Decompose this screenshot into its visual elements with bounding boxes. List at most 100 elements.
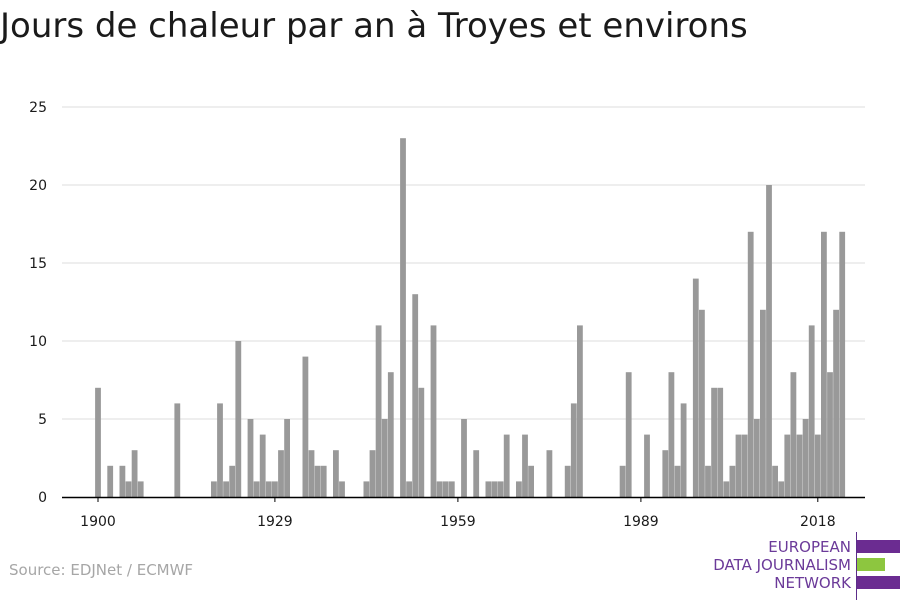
bar-2006 (741, 434, 748, 497)
bar-series (95, 138, 846, 498)
x-tick-label: 1900 (80, 514, 116, 530)
bar-1966 (497, 481, 504, 497)
bar-1928 (265, 481, 272, 497)
bar-1929 (272, 481, 278, 497)
bar-1937 (320, 465, 327, 497)
bar-1956 (436, 481, 443, 497)
bar-2020 (827, 372, 833, 497)
bar-1951 (406, 481, 412, 497)
bar-2009 (760, 309, 766, 497)
bar-1979 (577, 325, 583, 497)
y-tick-label: 5 (38, 412, 47, 428)
bar-2001 (711, 387, 717, 497)
bar-2018 (814, 434, 821, 497)
bar-1936 (314, 465, 321, 497)
bar-1902 (107, 465, 114, 497)
chart-title: Jours de chaleur par an à Troyes et envi… (0, 6, 748, 46)
bar-1960 (461, 419, 467, 497)
x-axis-ticks: 1900 1929 1959 1989 2018 (80, 497, 836, 530)
x-tick-label: 1989 (623, 514, 659, 530)
bar-2011 (772, 465, 778, 497)
bar-2021 (833, 309, 839, 497)
bar-2002 (717, 387, 724, 497)
bar-2016 (802, 419, 809, 497)
bar-2022 (839, 231, 846, 498)
bar-1994 (668, 372, 675, 497)
bar-1921 (223, 481, 229, 497)
bar-1970 (522, 434, 528, 497)
bar-1947 (381, 419, 388, 497)
logo-bar-purple-top (857, 540, 900, 553)
gridlines (62, 106, 865, 420)
y-tick-label: 25 (29, 100, 47, 116)
bar-1920 (217, 403, 223, 497)
bar-2003 (723, 481, 730, 497)
bar-2014 (790, 372, 797, 497)
bar-1952 (412, 294, 419, 497)
bar-1977 (564, 465, 571, 497)
bar-1965 (491, 481, 498, 497)
logo-line-1: EUROPEAN (768, 538, 851, 556)
bar-1913 (174, 403, 181, 497)
bar-1931 (284, 419, 290, 497)
bar-1974 (546, 450, 553, 497)
bar-1993 (662, 450, 669, 497)
edjnet-logo: EUROPEAN DATA JOURNALISM NETWORK (690, 532, 900, 600)
bar-1962 (473, 450, 480, 497)
bar-1978 (570, 403, 577, 497)
bar-2007 (747, 231, 754, 498)
bar-1926 (253, 481, 260, 497)
y-tick-label: 15 (29, 256, 47, 272)
bar-1940 (339, 481, 345, 497)
y-axis-ticks: 0 5 10 15 20 25 (29, 100, 47, 506)
bar-1935 (308, 450, 315, 497)
logo-line-2: DATA JOURNALISM (713, 556, 851, 574)
bar-1964 (485, 481, 492, 497)
bar-2019 (821, 231, 827, 498)
logo-bar-green (857, 558, 885, 571)
bar-2005 (735, 434, 742, 497)
bar-1919 (211, 481, 217, 497)
bar-1930 (278, 450, 284, 497)
bar-1945 (369, 450, 376, 497)
bar-2004 (729, 465, 736, 497)
bar-1923 (235, 341, 242, 497)
bar-1907 (137, 481, 144, 497)
bar-1905 (125, 481, 132, 497)
bar-2000 (705, 465, 711, 497)
bar-1998 (692, 278, 699, 497)
bar-1925 (247, 419, 254, 497)
bar-1950 (400, 138, 406, 497)
y-tick-label: 10 (29, 334, 47, 350)
bar-2010 (766, 185, 772, 497)
bar-1967 (503, 434, 510, 497)
y-tick-label: 20 (29, 178, 47, 194)
logo-divider (856, 532, 857, 600)
bar-1958 (448, 481, 455, 497)
bar-1946 (375, 325, 382, 497)
bar-1922 (229, 465, 236, 497)
bar-1944 (363, 481, 370, 497)
bar-2013 (784, 434, 791, 497)
bar-1987 (625, 372, 632, 497)
x-tick-label: 1929 (257, 514, 293, 530)
logo-bar-purple-bottom (857, 576, 900, 589)
bar-1939 (333, 450, 339, 497)
bar-2017 (808, 325, 815, 497)
bar-1934 (302, 356, 309, 497)
bar-1999 (699, 309, 705, 497)
x-tick-label: 2018 (800, 514, 836, 530)
y-tick-label: 0 (38, 490, 47, 506)
bar-1990 (644, 434, 650, 497)
bar-2015 (796, 434, 803, 497)
bar-1995 (674, 465, 681, 497)
bar-1948 (387, 372, 394, 497)
bar-1904 (119, 465, 126, 497)
bar-2008 (753, 419, 760, 497)
bar-1927 (259, 434, 266, 497)
bar-1953 (418, 387, 425, 497)
bar-1906 (131, 450, 138, 497)
logo-line-3: NETWORK (774, 574, 851, 592)
source-note: Source: EDJNet / ECMWF (9, 561, 194, 579)
